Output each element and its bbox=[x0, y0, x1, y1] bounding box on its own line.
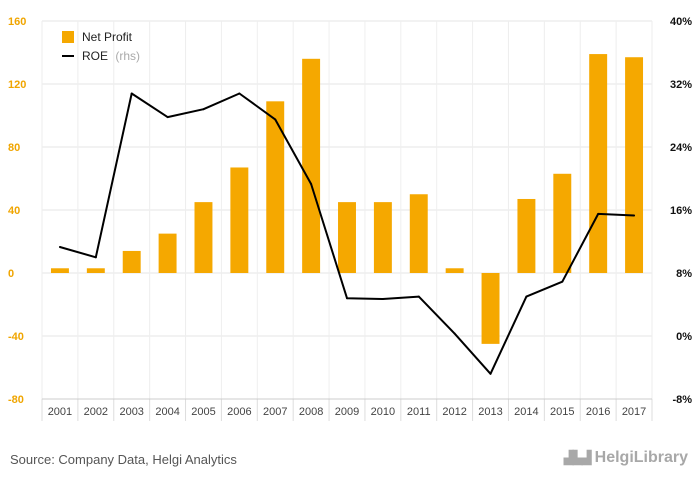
roe-point-2003 bbox=[130, 92, 133, 95]
x-tick-label: 2008 bbox=[299, 406, 323, 418]
y-right-tick-label: 24% bbox=[670, 142, 692, 154]
roe-point-2007 bbox=[274, 118, 277, 121]
brand-logo: ▟▙▟ HelgiLibrary bbox=[564, 449, 688, 467]
net-profit-bars bbox=[50, 54, 644, 344]
bar-net-profit-2017 bbox=[625, 57, 644, 273]
roe-point-2014 bbox=[525, 295, 528, 298]
x-tick-label: 2010 bbox=[371, 406, 395, 418]
bar-net-profit-2003 bbox=[122, 250, 141, 273]
roe-point-2015 bbox=[561, 280, 564, 283]
bar-net-profit-2011 bbox=[409, 194, 428, 273]
y-left-tick-label: -40 bbox=[8, 331, 24, 343]
x-tick-label: 2015 bbox=[550, 406, 574, 418]
y-right-tick-label: 0% bbox=[676, 331, 692, 343]
grid-lines bbox=[41, 20, 653, 400]
x-tick-label: 2013 bbox=[478, 406, 502, 418]
axes: -80 -40 0 40 80 120 160 -8% 0% 8% 16% 24% 32% 40% 2001… bbox=[8, 16, 692, 421]
legend: Net Profit ROE (rhs) bbox=[62, 30, 140, 63]
x-tick-label: 2002 bbox=[84, 406, 108, 418]
legend-label-net-profit: Net Profit bbox=[82, 30, 133, 44]
roe-point-2016 bbox=[597, 212, 600, 215]
x-tick-label: 2005 bbox=[191, 406, 215, 418]
legend-label-roe-name: ROE bbox=[82, 49, 108, 63]
x-tick-label: 2017 bbox=[622, 406, 646, 418]
x-tick-label: 2011 bbox=[407, 406, 431, 418]
bar-net-profit-2002 bbox=[86, 268, 105, 273]
y-right-tick-label: 40% bbox=[670, 16, 692, 28]
y-left-tick-label: 0 bbox=[8, 268, 14, 280]
x-tick-label: 2007 bbox=[263, 406, 287, 418]
y-right-tick-label: -8% bbox=[672, 394, 692, 406]
y-left-tick-label: 160 bbox=[8, 16, 26, 28]
source-note: Source: Company Data, Helgi Analytics bbox=[10, 452, 237, 467]
x-tick-label: 2012 bbox=[442, 406, 466, 418]
x-tick-label: 2003 bbox=[119, 406, 143, 418]
brand-name: HelgiLibrary bbox=[594, 449, 688, 466]
roe-point-2006 bbox=[238, 92, 241, 95]
bar-net-profit-2015 bbox=[553, 173, 572, 273]
y-left-tick-label: -80 bbox=[8, 394, 24, 406]
x-tick-label: 2016 bbox=[586, 406, 610, 418]
x-tick-label: 2001 bbox=[48, 406, 72, 418]
bar-net-profit-2013 bbox=[481, 273, 500, 344]
roe-point-2010 bbox=[381, 297, 384, 300]
bar-net-profit-2007 bbox=[266, 101, 285, 273]
legend-swatch-net-profit bbox=[62, 31, 74, 43]
legend-label-roe-suffix: (rhs) bbox=[115, 49, 140, 63]
bar-net-profit-2006 bbox=[230, 167, 249, 273]
x-tick-label: 2009 bbox=[335, 406, 359, 418]
roe-point-2001 bbox=[58, 246, 61, 249]
roe-point-2002 bbox=[94, 256, 97, 259]
bar-net-profit-2008 bbox=[302, 58, 321, 273]
y-left-tick-label: 120 bbox=[8, 79, 26, 91]
x-tick-label: 2004 bbox=[155, 406, 179, 418]
bar-net-profit-2010 bbox=[373, 202, 392, 273]
bar-net-profit-2016 bbox=[589, 54, 608, 274]
chart: -80 -40 0 40 80 120 160 -8% 0% 8% 16% 24% 32% 40% 2001… bbox=[8, 16, 692, 421]
legend-label-roe: ROE (rhs) bbox=[82, 49, 140, 63]
roe-point-2009 bbox=[346, 297, 348, 300]
y-right-tick-label: 8% bbox=[676, 268, 692, 280]
y-left-tick-label: 80 bbox=[8, 142, 20, 154]
roe-point-2008 bbox=[310, 183, 313, 186]
bar-net-profit-2012 bbox=[445, 268, 464, 273]
roe-point-2012 bbox=[453, 332, 456, 335]
y-right-tick-label: 16% bbox=[670, 205, 692, 217]
bar-net-profit-2014 bbox=[517, 198, 536, 273]
roe-point-2013 bbox=[489, 372, 492, 375]
roe-point-2004 bbox=[166, 116, 169, 119]
bar-net-profit-2001 bbox=[50, 268, 69, 273]
x-tick-label: 2006 bbox=[227, 406, 251, 418]
y-right-tick-label: 32% bbox=[670, 79, 692, 91]
bar-net-profit-2004 bbox=[158, 233, 177, 273]
y-left-tick-label: 40 bbox=[8, 205, 20, 217]
bar-net-profit-2005 bbox=[194, 202, 213, 273]
roe-line-group bbox=[58, 92, 636, 375]
bar-net-profit-2009 bbox=[338, 202, 356, 273]
building-icon: ▟▙▟ bbox=[563, 450, 592, 465]
roe-point-2005 bbox=[202, 108, 205, 111]
x-tick-label: 2014 bbox=[514, 406, 538, 418]
roe-point-2017 bbox=[633, 214, 636, 217]
roe-point-2011 bbox=[417, 295, 420, 298]
